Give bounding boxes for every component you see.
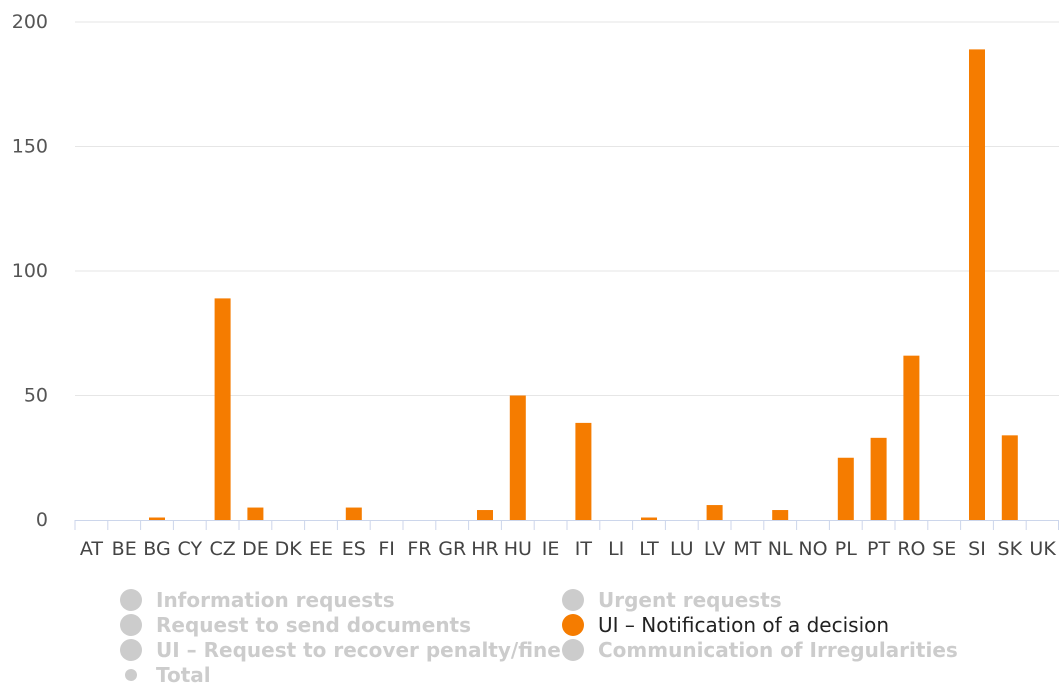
x-tick-label-dk: DK (275, 538, 303, 560)
legend-label: Communication of Irregularities (598, 638, 958, 662)
bar-hu[interactable] (509, 395, 526, 521)
bar-lv[interactable] (706, 505, 723, 520)
legend-label: Urgent requests (598, 588, 782, 612)
legend-item-ui-notification-of-a-decision[interactable]: UI – Notification of a decision (562, 613, 889, 637)
x-tick-label-pt: PT (867, 538, 890, 560)
x-tick-label-es: ES (342, 538, 366, 560)
legend-marker-icon (120, 589, 142, 611)
x-tick-label-hu: HU (504, 538, 532, 560)
legend-item-ui-request-to-recover-penalty-fine[interactable]: UI – Request to recover penalty/fine (120, 638, 561, 662)
y-tick-label: 150 (12, 136, 48, 158)
bars (149, 49, 1018, 520)
bar-chart: 0 50 100 150 200 AT BE BG CY CZ DE DK EE ES FI FR GR HR H… (12, 11, 1059, 560)
x-tick-label-cz: CZ (209, 538, 235, 560)
x-tick-label-si: SI (968, 538, 986, 560)
x-tick-label-it: IT (575, 538, 593, 560)
legend-item-communication-of-irregularities[interactable]: Communication of Irregularities (562, 638, 958, 662)
bar-de[interactable] (247, 507, 264, 520)
bar-sk[interactable] (1001, 435, 1018, 520)
legend-label: UI – Notification of a decision (598, 613, 890, 637)
legend-label: UI – Request to recover penalty/fine (156, 638, 561, 662)
bar-ro[interactable] (903, 355, 920, 520)
legend-label: Information requests (156, 588, 395, 612)
gridlines (75, 21, 1059, 396)
x-tick-label-fr: FR (407, 538, 431, 560)
legend-marker-icon (562, 589, 584, 611)
bar-hr[interactable] (477, 510, 493, 520)
x-tick-label-hr: HR (471, 538, 499, 560)
legend-item-total[interactable]: Total (120, 663, 211, 687)
x-axis (74, 520, 1059, 530)
y-tick-label: 0 (36, 509, 48, 531)
x-tick-label-ee: EE (309, 538, 333, 560)
bar-es[interactable] (345, 507, 362, 520)
x-tick-label-nl: NL (768, 538, 793, 560)
x-tick-label-lu: LU (670, 538, 694, 560)
x-tick-label-sk: SK (998, 538, 1023, 560)
x-tick-label-gr: GR (438, 538, 466, 560)
x-axis-tick-labels: AT BE BG CY CZ DE DK EE ES FI FR GR HR HU IE IT LI LT LU LV… (80, 538, 1056, 560)
bar-it[interactable] (575, 422, 592, 520)
x-tick-label-bg: BG (143, 538, 170, 560)
legend-label: Request to send documents (156, 613, 472, 637)
x-tick-label-mt: MT (733, 538, 761, 560)
legend-marker-icon (562, 614, 584, 636)
x-tick-label-se: SE (932, 538, 956, 560)
y-axis-tick-labels: 0 50 100 150 200 (12, 11, 48, 531)
bar-nl[interactable] (772, 510, 789, 520)
bar-cz[interactable] (214, 298, 231, 520)
x-tick-label-be: BE (112, 538, 137, 560)
bar-pl[interactable] (837, 457, 854, 520)
legend-item-request-to-send-documents[interactable]: Request to send documents (120, 613, 471, 637)
x-tick-label-fi: FI (378, 538, 395, 560)
x-tick-label-lv: LV (704, 538, 726, 560)
x-tick-label-at: AT (80, 538, 104, 560)
x-tick-label-lt: LT (639, 538, 659, 560)
legend-item-urgent-requests[interactable]: Urgent requests (562, 588, 782, 612)
legend-marker-icon (562, 639, 584, 661)
x-tick-label-no: NO (798, 538, 827, 560)
legend: Information requests Urgent requests Req… (120, 588, 1000, 688)
x-tick-label-cy: CY (178, 538, 203, 560)
legend-label: Total (156, 663, 211, 687)
y-tick-label: 50 (24, 385, 48, 407)
x-tick-label-ro: RO (897, 538, 925, 560)
y-tick-label: 100 (12, 260, 48, 282)
bar-bg[interactable] (149, 517, 165, 520)
x-tick-label-pl: PL (835, 538, 857, 560)
x-tick-label-de: DE (242, 538, 269, 560)
x-tick-label-uk: UK (1029, 538, 1056, 560)
legend-marker-icon (120, 639, 142, 661)
x-tick-label-li: LI (608, 538, 624, 560)
bar-si[interactable] (969, 49, 985, 520)
y-tick-label: 200 (12, 11, 48, 33)
legend-marker-icon (125, 669, 137, 681)
bar-lt[interactable] (641, 517, 657, 520)
legend-item-information-requests[interactable]: Information requests (120, 588, 395, 612)
legend-marker-icon (120, 614, 142, 636)
bar-pt[interactable] (870, 437, 887, 520)
x-tick-label-ie: IE (542, 538, 560, 560)
